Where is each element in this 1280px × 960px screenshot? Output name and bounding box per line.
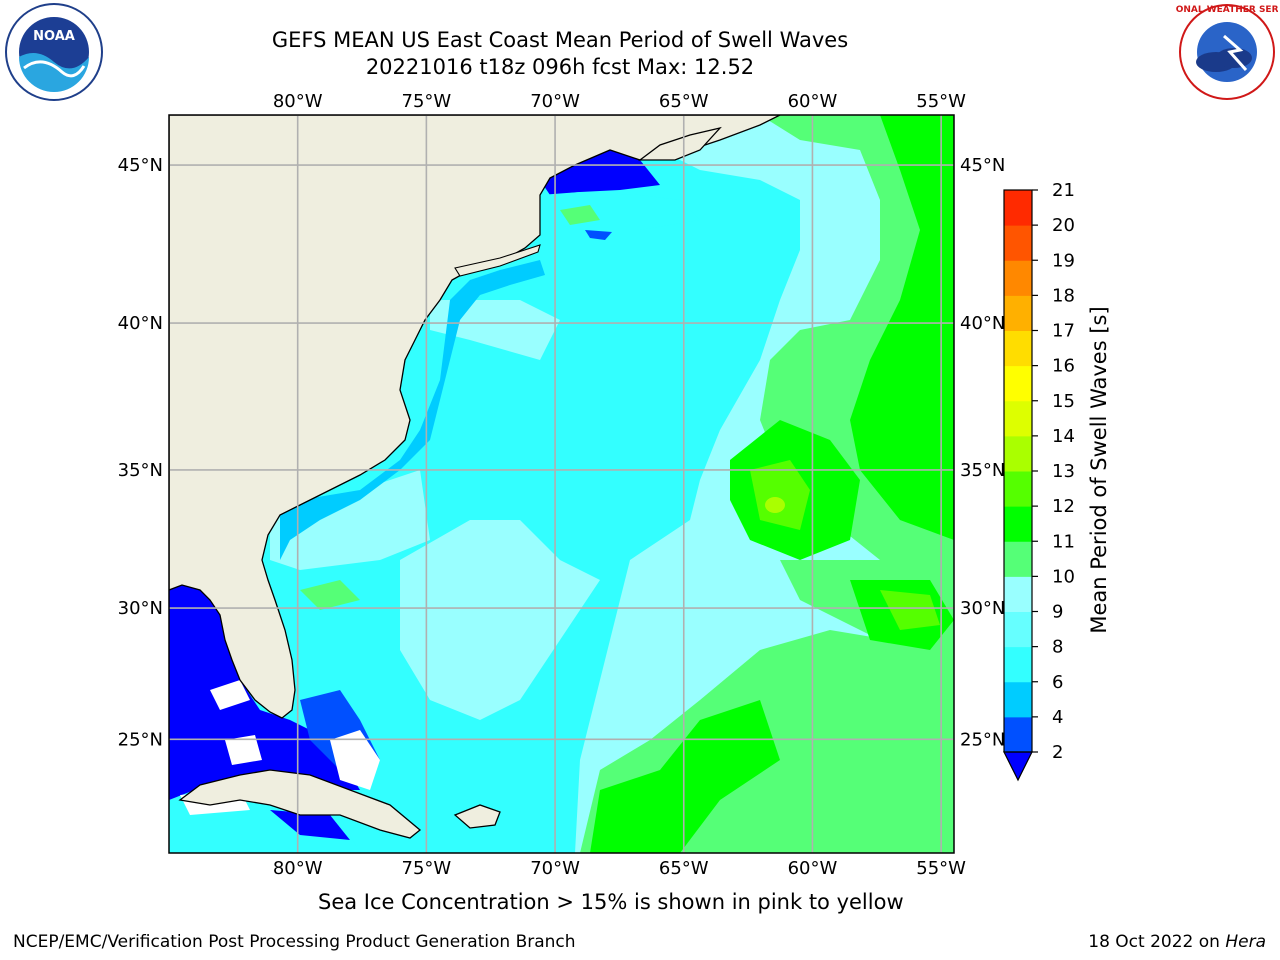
ocean-field-10-11-south	[590, 700, 780, 853]
nws-logo-text: NATIONAL WEATHER SERVICE	[1176, 5, 1278, 15]
colorbar-segment	[1004, 190, 1032, 226]
colorbar: 2 4 6 8 9 10 11 12 13 14 15 16 17 18 19 20 21	[1003, 180, 1075, 782]
colorbar-tick-label: 18	[1052, 285, 1075, 306]
lat-label-right: 40°N	[960, 313, 1005, 334]
georges-bank-field	[560, 205, 600, 225]
gulf-masked-1	[210, 680, 250, 710]
nova-scotia-land	[638, 126, 722, 161]
lat-label-left: 40°N	[118, 313, 163, 334]
gulf-masked-2	[225, 735, 262, 765]
ocean-field-8-9-south	[400, 520, 600, 720]
map-subtitle: 20221016 t18z 096h fcst Max: 12.52	[365, 55, 755, 79]
colorbar-tick-label: 13	[1052, 461, 1075, 482]
ocean-field-12-13	[765, 497, 785, 513]
footer-credit: NCEP/EMC/Verification Post Processing Pr…	[13, 932, 576, 952]
ocean-field-11-12	[750, 460, 810, 530]
colorbar-tick-label: 16	[1052, 356, 1075, 377]
lat-label-left: 35°N	[118, 460, 163, 481]
colorbar-tick-label: 2	[1052, 742, 1063, 763]
colorbar-tick-label: 9	[1052, 602, 1063, 623]
lon-label-bottom: 80°W	[273, 858, 323, 879]
colorbar-tick-label: 15	[1052, 391, 1075, 412]
lon-label-bottom: 70°W	[530, 858, 580, 879]
colorbar-tick-label: 19	[1052, 250, 1075, 271]
colorbar-tick-label: 11	[1052, 531, 1075, 552]
lon-label-top: 80°W	[273, 91, 323, 112]
lat-label-left: 45°N	[118, 155, 163, 176]
footer-date-text: 18 Oct 2022 on	[1088, 932, 1226, 952]
lon-label-top: 70°W	[530, 91, 580, 112]
colorbar-tick-label: 8	[1052, 637, 1063, 658]
lon-label-bottom: 75°W	[402, 858, 452, 879]
colorbar-tick-label: 20	[1052, 215, 1075, 236]
gulf-low-period	[169, 580, 360, 800]
colorbar-segment	[1004, 295, 1032, 331]
colorbar-segment	[1004, 716, 1032, 753]
colorbar-segment	[1004, 471, 1032, 507]
lon-label-top: 55°W	[916, 91, 966, 112]
colorbar-segment	[1004, 330, 1032, 367]
ocean-field-10-11-northeast	[850, 115, 954, 540]
lat-label-left: 25°N	[118, 729, 163, 750]
colorbar-segment	[1004, 681, 1032, 718]
colorbar-segment	[1004, 435, 1032, 472]
north-america-land	[169, 115, 781, 719]
footer-host: Hera	[1225, 932, 1266, 952]
lon-label-top: 65°W	[659, 91, 709, 112]
ocean-field-8-9-coastal	[270, 470, 430, 570]
colorbar-segment	[1004, 260, 1032, 296]
lon-label-top: 60°W	[788, 91, 838, 112]
lon-label-bottom: 55°W	[916, 858, 966, 879]
colorbar-segment	[1004, 576, 1032, 612]
map-area	[169, 115, 954, 853]
long-island-land	[454, 244, 541, 277]
ocean-field-11-12-east	[880, 590, 940, 630]
gulf-of-maine-low-period	[540, 150, 660, 195]
lat-label-right: 45°N	[960, 155, 1005, 176]
colorbar-under-arrow	[1003, 751, 1033, 782]
lon-label-bottom: 60°W	[788, 858, 838, 879]
georges-bank-low	[585, 230, 612, 240]
lat-label-right: 35°N	[960, 460, 1005, 481]
colorbar-tick-label: 4	[1052, 707, 1063, 728]
colorbar-segment	[1004, 646, 1032, 683]
colorbar-label: Mean Period of Swell Waves [s]	[1087, 306, 1111, 633]
bahamas-masked	[330, 730, 380, 790]
lat-lon-grid	[169, 115, 954, 853]
colorbar-segment	[1004, 365, 1032, 402]
ocean-field-9-10-patch	[300, 580, 360, 610]
colorbar-segment	[1004, 225, 1032, 261]
lon-label-bottom: 65°W	[659, 858, 709, 879]
lat-label-left: 30°N	[118, 598, 163, 619]
nws-logo: NATIONAL WEATHER SERVICE	[1176, 4, 1278, 100]
colorbar-segment	[1004, 611, 1032, 648]
noaa-logo: NOAA	[5, 3, 103, 101]
map-title: GEFS MEAN US East Coast Mean Period of S…	[271, 28, 849, 52]
lat-label-right: 25°N	[960, 729, 1005, 750]
footer-date: 18 Oct 2022 on Hera	[1088, 932, 1266, 952]
map-frame	[168, 114, 955, 854]
cuba-land	[178, 769, 422, 839]
sea-ice-caption: Sea Ice Concentration > 15% is shown in …	[318, 890, 904, 914]
colorbar-tick-label: 21	[1052, 180, 1075, 201]
colorbar-segment	[1004, 506, 1032, 542]
colorbar-tick-label: 6	[1052, 672, 1063, 693]
colorbar-tick-label: 12	[1052, 496, 1075, 517]
colorbar-tick-label: 14	[1052, 426, 1075, 447]
axis-labels: 80°W 80°W 75°W 75°W 70°W 70°W 65°W 65°W 60°W 60°W…	[118, 91, 1006, 879]
lon-label-top: 75°W	[402, 91, 452, 112]
colorbar-segment	[1004, 541, 1032, 577]
colorbar-segment	[1004, 400, 1032, 437]
caribbean-low-period	[270, 810, 350, 840]
lat-label-right: 30°N	[960, 598, 1005, 619]
hispaniola-land	[453, 804, 501, 829]
colorbar-tick-label: 17	[1052, 321, 1075, 342]
noaa-logo-text: NOAA	[33, 29, 75, 44]
colorbar-tick-label: 10	[1052, 566, 1075, 587]
